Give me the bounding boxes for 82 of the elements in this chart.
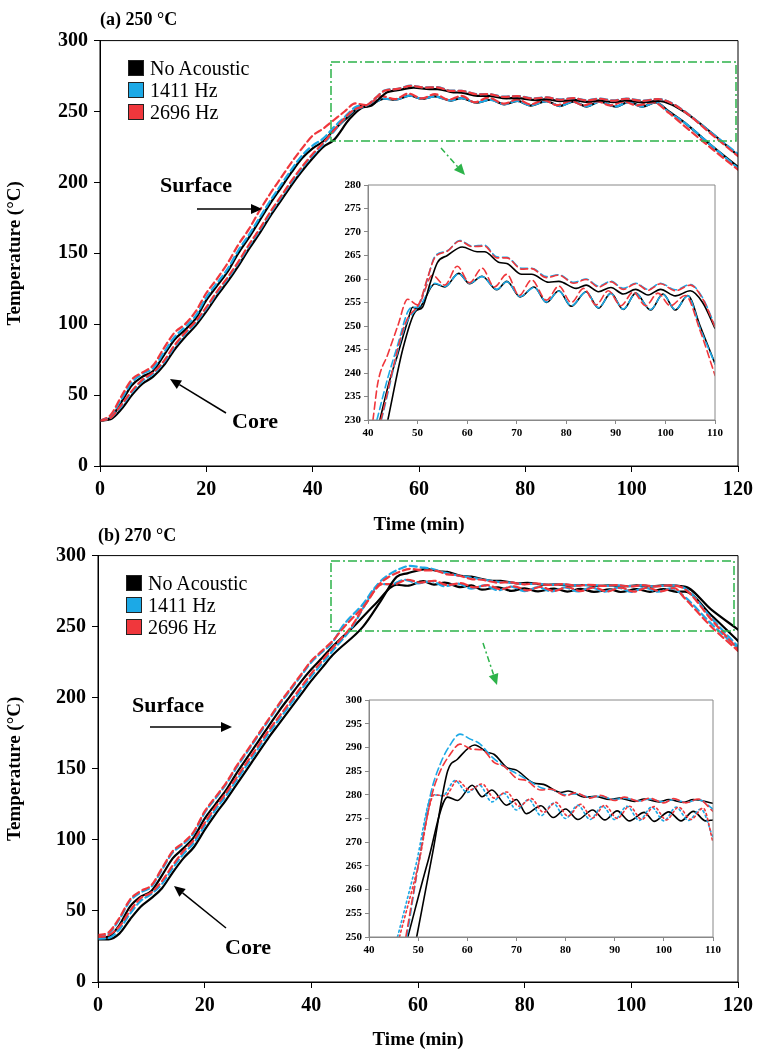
y-tick-label: 230 [344, 412, 362, 425]
x-tick-label: 20 [194, 993, 215, 1016]
y-tick-label: 100 [58, 311, 88, 334]
x-tick-label: 120 [723, 477, 753, 500]
y-tick-label: 285 [345, 763, 363, 776]
y-tick-label: 245 [344, 342, 362, 355]
x-axis-title: Time (min) [372, 1027, 464, 1050]
annotation: Core [232, 408, 279, 434]
x-tick-label: 100 [616, 993, 647, 1016]
x-tick-label: 110 [705, 943, 722, 956]
y-tick-label: 280 [345, 787, 363, 800]
x-tick-label: 50 [412, 943, 425, 956]
y-tick-label: 50 [66, 898, 86, 921]
x-tick-label: 80 [560, 426, 573, 439]
x-tick-label: 60 [409, 477, 429, 500]
x-tick-label: 100 [655, 943, 673, 956]
y-tick-label: 100 [56, 827, 86, 850]
x-tick-label: 80 [514, 993, 535, 1016]
chart-title: (a) 250 °C [100, 9, 178, 31]
y-tick-label: 255 [345, 906, 363, 919]
y-tick-label: 250 [56, 613, 86, 636]
x-tick-label: 90 [609, 943, 621, 956]
y-tick-label: 255 [344, 295, 362, 308]
x-tick-label: 40 [301, 993, 322, 1016]
x-tick-label: 50 [412, 426, 424, 439]
x-tick-label: 110 [707, 426, 724, 439]
x-tick-label: 90 [610, 426, 622, 439]
y-tick-label: 150 [58, 240, 88, 263]
y-tick-label: 240 [344, 365, 362, 378]
legend-label: 1411 Hz [148, 593, 216, 616]
y-tick-label: 0 [76, 969, 86, 992]
x-tick-label: 70 [511, 426, 523, 439]
y-tick-label: 290 [345, 740, 363, 753]
legend-label: 2696 Hz [150, 100, 219, 123]
y-tick-label: 265 [344, 248, 362, 261]
x-tick-label: 0 [95, 477, 105, 500]
y-tick-label: 260 [344, 271, 362, 284]
x-tick-label: 0 [93, 993, 103, 1016]
x-tick-label: 40 [362, 426, 374, 439]
annotation: Surface [160, 172, 233, 198]
y-tick-label: 270 [345, 835, 363, 848]
y-tick-label: 300 [56, 542, 86, 565]
y-axis-title: Temperature (°C) [3, 181, 26, 326]
legend-label: 2696 Hz [148, 615, 217, 638]
y-tick-label: 260 [345, 882, 363, 895]
x-tick-label: 100 [657, 426, 675, 439]
y-tick-label: 200 [56, 684, 86, 707]
annotation: Surface [132, 692, 205, 718]
y-tick-label: 250 [345, 929, 363, 942]
y-tick-label: 265 [345, 858, 363, 871]
y-tick-label: 300 [58, 27, 88, 50]
x-tick-label: 120 [723, 993, 753, 1016]
x-tick-label: 70 [510, 943, 523, 956]
y-tick-label: 295 [345, 716, 363, 729]
x-tick-label: 60 [408, 993, 428, 1016]
x-tick-label: 60 [461, 943, 474, 956]
y-tick-label: 275 [344, 201, 362, 214]
y-tick-label: 270 [344, 224, 362, 237]
y-tick-label: 150 [56, 755, 86, 778]
x-tick-label: 80 [560, 943, 572, 956]
y-tick-label: 250 [344, 318, 362, 331]
y-tick-label: 300 [345, 692, 363, 705]
x-tick-label: 80 [515, 477, 536, 500]
legend-label: No Acoustic [150, 56, 250, 79]
annotation: Core [225, 934, 272, 960]
y-axis-title: Temperature (°C) [3, 696, 26, 841]
y-tick-label: 0 [78, 453, 88, 476]
legend-label: No Acoustic [148, 571, 248, 594]
x-axis-title: Time (min) [373, 512, 465, 535]
y-tick-label: 280 [344, 177, 362, 190]
x-tick-label: 100 [616, 477, 647, 500]
y-tick-label: 250 [58, 98, 88, 121]
legend-label: 1411 Hz [150, 78, 218, 101]
x-tick-label: 40 [363, 943, 375, 956]
x-tick-label: 20 [196, 477, 217, 500]
y-tick-label: 235 [344, 389, 362, 402]
y-tick-label: 50 [68, 382, 88, 405]
y-tick-label: 200 [58, 169, 88, 192]
x-tick-label: 40 [302, 477, 323, 500]
y-tick-label: 275 [345, 811, 363, 824]
chart-title: (b) 270 °C [98, 525, 177, 547]
x-tick-label: 60 [461, 426, 474, 439]
